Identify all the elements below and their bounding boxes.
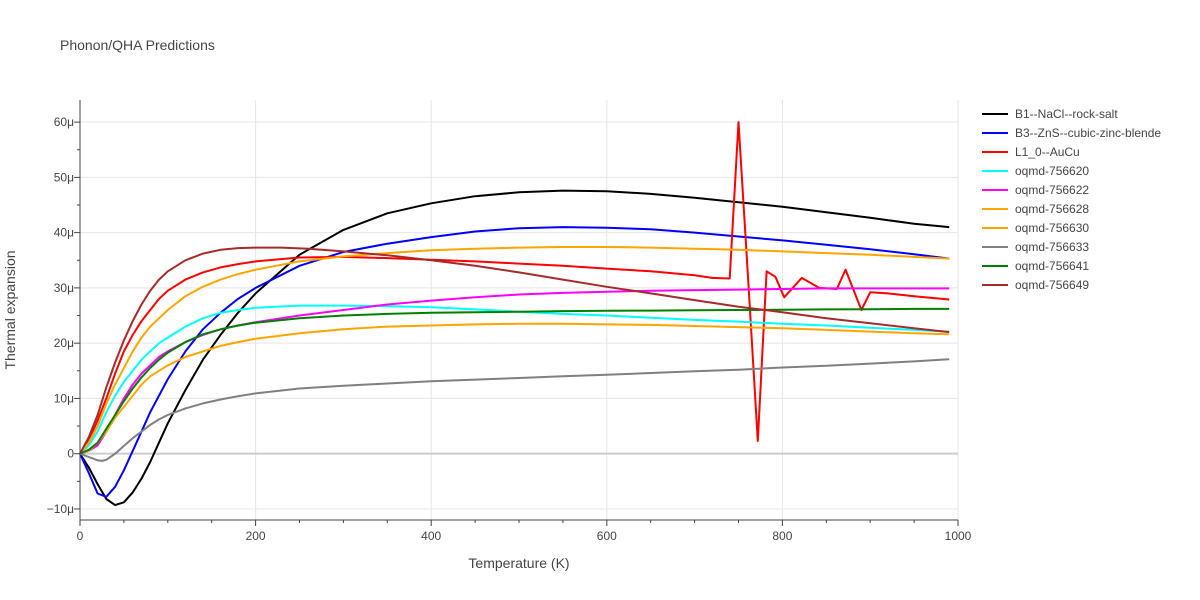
x-axis-title: Temperature (K) bbox=[468, 555, 569, 571]
plot-area bbox=[79, 121, 950, 507]
chart-title: Phonon/QHA Predictions bbox=[60, 37, 215, 53]
y-tick-label: 50μ bbox=[54, 170, 74, 184]
x-tick-label: 800 bbox=[772, 529, 792, 543]
y-tick-label: 40μ bbox=[54, 226, 74, 240]
x-tick-label: 600 bbox=[597, 529, 617, 543]
legend-label: oqmd-756622 bbox=[1015, 183, 1089, 197]
legend: B1--NaCl--rock-salt B3--ZnS--cubic-zinc-b… bbox=[982, 107, 1161, 292]
legend-label: oqmd-756628 bbox=[1015, 202, 1089, 216]
series-line-b1-nacl-rock-salt bbox=[79, 189, 950, 507]
series-line-oqmd-756628 bbox=[79, 322, 950, 455]
legend-label: oqmd-756649 bbox=[1015, 278, 1089, 292]
x-tick-label: 200 bbox=[246, 529, 266, 543]
legend-label: oqmd-756633 bbox=[1015, 240, 1089, 254]
y-tick-label: 0 bbox=[67, 447, 74, 461]
y-axis-title: Thermal expansion bbox=[2, 250, 18, 369]
y-tick-label: 30μ bbox=[54, 281, 74, 295]
y-tick-label: 10μ bbox=[54, 391, 74, 405]
series-line-oqmd-756630 bbox=[79, 246, 950, 455]
y-tick-label: 60μ bbox=[54, 115, 74, 129]
y-tick-label: −10μ bbox=[47, 502, 74, 516]
series-line-b3-zns-cubic-zinc-blende bbox=[79, 226, 950, 498]
x-tick-label: 400 bbox=[421, 529, 441, 543]
x-tick-label: 1000 bbox=[945, 529, 972, 543]
series-line-oqmd-756633 bbox=[79, 358, 950, 462]
x-tick-label: 0 bbox=[77, 529, 84, 543]
legend-label: B3--ZnS--cubic-zinc-blende bbox=[1015, 126, 1161, 140]
series-line-oqmd-756641 bbox=[79, 307, 950, 455]
series-line-oqmd-756649 bbox=[79, 246, 950, 455]
legend-label: B1--NaCl--rock-salt bbox=[1015, 107, 1118, 121]
legend-label: oqmd-756641 bbox=[1015, 259, 1089, 273]
y-tick-label: 20μ bbox=[54, 336, 74, 350]
legend-label: L1_0--AuCu bbox=[1015, 145, 1080, 159]
series-line-oqmd-756620 bbox=[79, 304, 950, 455]
legend-label: oqmd-756630 bbox=[1015, 221, 1089, 235]
series-line-oqmd-756622 bbox=[79, 287, 950, 455]
legend-label: oqmd-756620 bbox=[1015, 164, 1089, 178]
